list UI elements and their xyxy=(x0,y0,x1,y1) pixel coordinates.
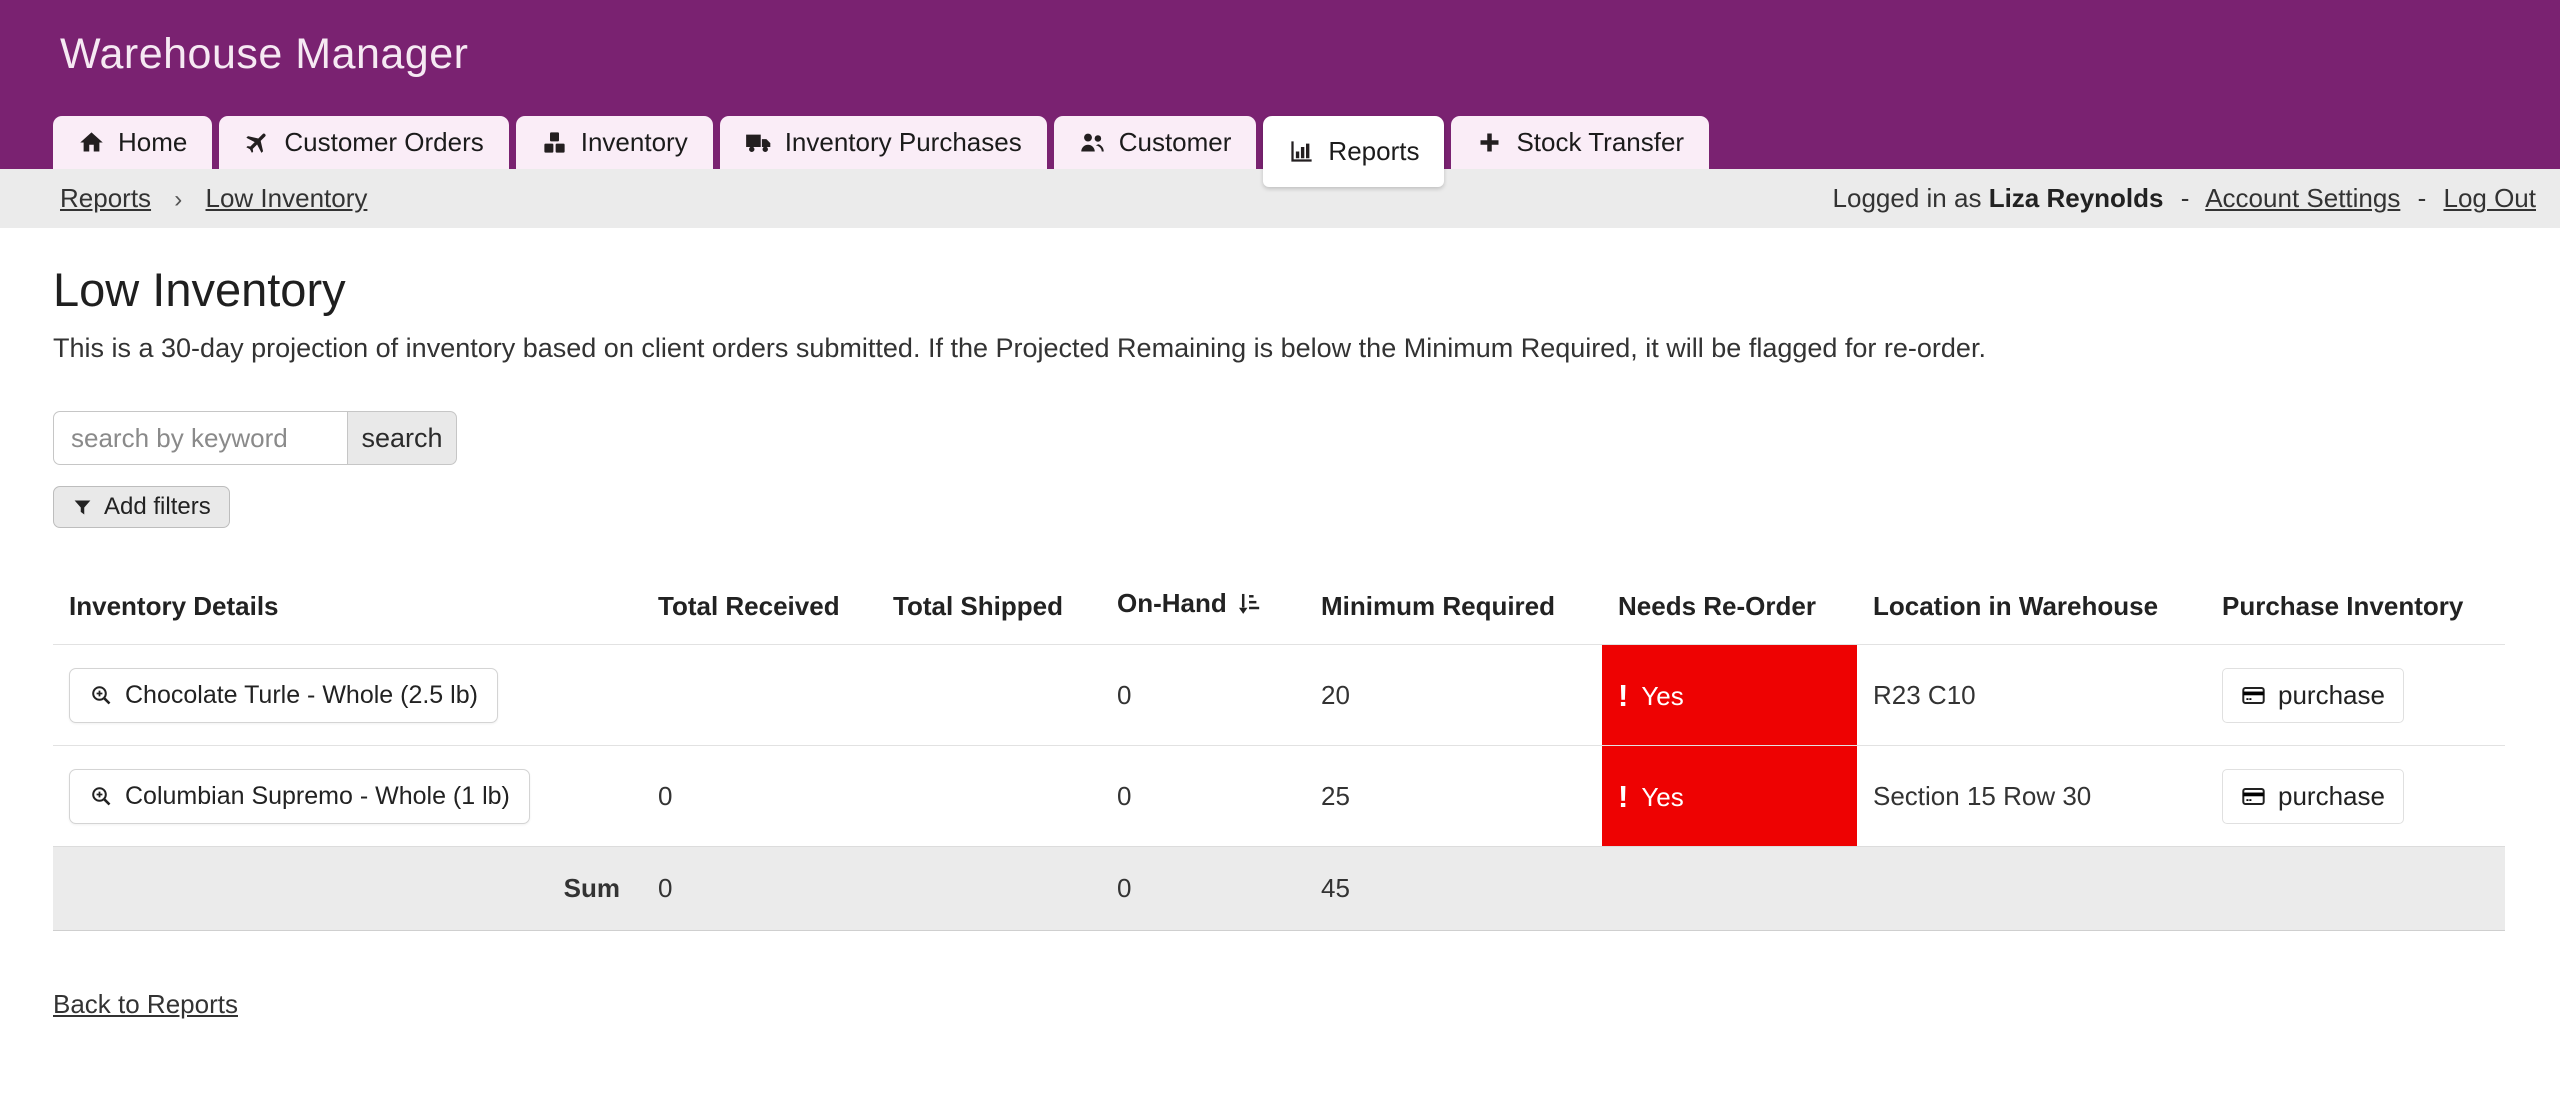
session-username: Liza Reynolds xyxy=(1988,183,2164,213)
exclamation-icon: ! xyxy=(1618,779,1629,814)
filter-funnel-icon xyxy=(74,500,91,514)
sum-minimum-required: 45 xyxy=(1321,873,1350,903)
item-detail-button[interactable]: Chocolate Turle - Whole (2.5 lb) xyxy=(69,667,498,723)
tab-home[interactable]: Home xyxy=(53,116,213,169)
cell-minimum-required: 20 xyxy=(1321,679,1350,710)
tab-label: Home xyxy=(118,127,188,157)
item-name: Columbian Supremo - Whole (1 lb) xyxy=(125,781,510,810)
tab-label: Reports xyxy=(1328,136,1420,166)
breadcrumb-link-low-inventory[interactable]: Low Inventory xyxy=(205,183,368,213)
truck-icon xyxy=(745,134,771,152)
credit-card-icon xyxy=(2242,686,2265,704)
page-title: Low Inventory xyxy=(53,263,346,316)
cell-total-received: 0 xyxy=(658,780,673,811)
purchase-label: purchase xyxy=(2278,780,2385,811)
session-separator: - xyxy=(2417,183,2427,213)
cell-total-shipped xyxy=(877,645,1101,746)
col-inventory-details: Inventory Details xyxy=(69,590,279,621)
tab-customer-orders[interactable]: Customer Orders xyxy=(219,116,509,169)
session-separator: - xyxy=(2180,183,2190,213)
low-inventory-table: Inventory Details Total Received Total S… xyxy=(53,572,2505,931)
table-header-row: Inventory Details Total Received Total S… xyxy=(53,572,2505,645)
table-row: Columbian Supremo - Whole (1 lb) 0 0 25 … xyxy=(53,745,2505,847)
account-settings-link[interactable]: Account Settings xyxy=(2205,183,2401,213)
tab-customer[interactable]: Customer xyxy=(1053,116,1257,169)
breadcrumb: Reports › Low Inventory xyxy=(60,183,367,214)
logout-link[interactable]: Log Out xyxy=(2443,183,2536,213)
session-info: Logged in as Liza Reynolds - Account Set… xyxy=(1833,183,2536,214)
needs-reorder-value: Yes xyxy=(1641,782,1684,812)
cell-minimum-required: 25 xyxy=(1321,780,1350,811)
col-total-received: Total Received xyxy=(658,590,840,621)
needs-reorder-value: Yes xyxy=(1641,681,1684,711)
sum-location xyxy=(1857,847,2206,931)
search-row: search xyxy=(53,411,2505,465)
col-on-hand-label: On-Hand xyxy=(1117,588,1227,618)
search-input[interactable] xyxy=(53,411,347,465)
cell-on-hand: 0 xyxy=(1117,679,1132,710)
sort-amount-icon[interactable] xyxy=(1235,593,1262,623)
tab-label: Customer Orders xyxy=(284,127,484,157)
item-name: Chocolate Turle - Whole (2.5 lb) xyxy=(125,680,478,709)
tab-label: Inventory Purchases xyxy=(784,127,1022,157)
add-filters-label: Add filters xyxy=(104,493,211,520)
cell-total-received xyxy=(642,645,877,746)
tab-stock-transfer[interactable]: Stock Transfer xyxy=(1451,116,1710,169)
sum-row: Sum 0 0 45 xyxy=(53,846,2505,931)
purchase-label: purchase xyxy=(2278,679,2385,710)
col-minimum-required: Minimum Required xyxy=(1321,590,1556,621)
plus-icon xyxy=(1480,133,1499,152)
app-header: Warehouse Manager Home Customer Orders I… xyxy=(0,0,2560,187)
needs-reorder-flag: ! Yes xyxy=(1602,745,1857,847)
col-purchase: Purchase Inventory xyxy=(2222,590,2464,621)
table-row: Chocolate Turle - Whole (2.5 lb) 0 20 ! Y… xyxy=(53,644,2505,746)
col-location: Location in Warehouse xyxy=(1873,590,2159,621)
search-button[interactable]: search xyxy=(347,411,457,465)
col-needs-reorder: Needs Re-Order xyxy=(1618,590,1816,621)
sum-purchase xyxy=(2206,847,2505,931)
home-icon xyxy=(80,132,103,152)
col-total-shipped: Total Shipped xyxy=(893,590,1063,621)
cell-location: Section 15 Row 30 xyxy=(1873,780,2092,811)
purchase-button[interactable]: purchase xyxy=(2222,768,2404,824)
col-on-hand[interactable]: On-Hand xyxy=(1101,572,1305,645)
tab-reports[interactable]: Reports xyxy=(1263,116,1445,187)
tab-inventory-purchases[interactable]: Inventory Purchases xyxy=(719,116,1047,169)
plane-icon xyxy=(246,133,266,153)
breadcrumb-link-reports[interactable]: Reports xyxy=(60,183,152,213)
sum-on-hand: 0 xyxy=(1117,873,1132,903)
credit-card-icon xyxy=(2242,787,2265,805)
sum-needs-reorder xyxy=(1602,847,1857,931)
needs-reorder-flag: ! Yes xyxy=(1602,644,1857,746)
cubes-icon xyxy=(544,132,565,153)
session-prefix: Logged in as xyxy=(1832,183,1982,213)
item-detail-button[interactable]: Columbian Supremo - Whole (1 lb) xyxy=(69,768,530,824)
app-title: Warehouse Manager xyxy=(60,30,469,78)
search-plus-icon xyxy=(92,686,111,705)
purchase-button[interactable]: purchase xyxy=(2222,667,2404,723)
tab-label: Stock Transfer xyxy=(1516,127,1685,157)
tab-label: Customer xyxy=(1118,127,1232,157)
main-content: Low Inventory This is a 30-day projectio… xyxy=(0,262,2560,1020)
sum-label: Sum xyxy=(563,873,620,903)
users-icon xyxy=(1080,133,1104,152)
sum-total-shipped xyxy=(877,847,1101,931)
page-description: This is a 30-day projection of inventory… xyxy=(53,333,1986,363)
add-filters-button[interactable]: Add filters xyxy=(53,486,230,528)
sum-total-received: 0 xyxy=(658,873,673,903)
breadcrumb-separator: › xyxy=(174,186,183,213)
search-plus-icon xyxy=(92,787,111,806)
bar-chart-icon xyxy=(1291,141,1313,162)
tab-inventory[interactable]: Inventory xyxy=(515,116,713,169)
nav-tabs: Home Customer Orders Inventory Inventory… xyxy=(53,116,1710,187)
cell-location: R23 C10 xyxy=(1873,679,1976,710)
cell-total-shipped xyxy=(877,746,1101,847)
tab-label: Inventory xyxy=(580,127,688,157)
back-to-reports-link[interactable]: Back to Reports xyxy=(53,989,238,1019)
cell-on-hand: 0 xyxy=(1117,780,1132,811)
exclamation-icon: ! xyxy=(1618,678,1629,713)
